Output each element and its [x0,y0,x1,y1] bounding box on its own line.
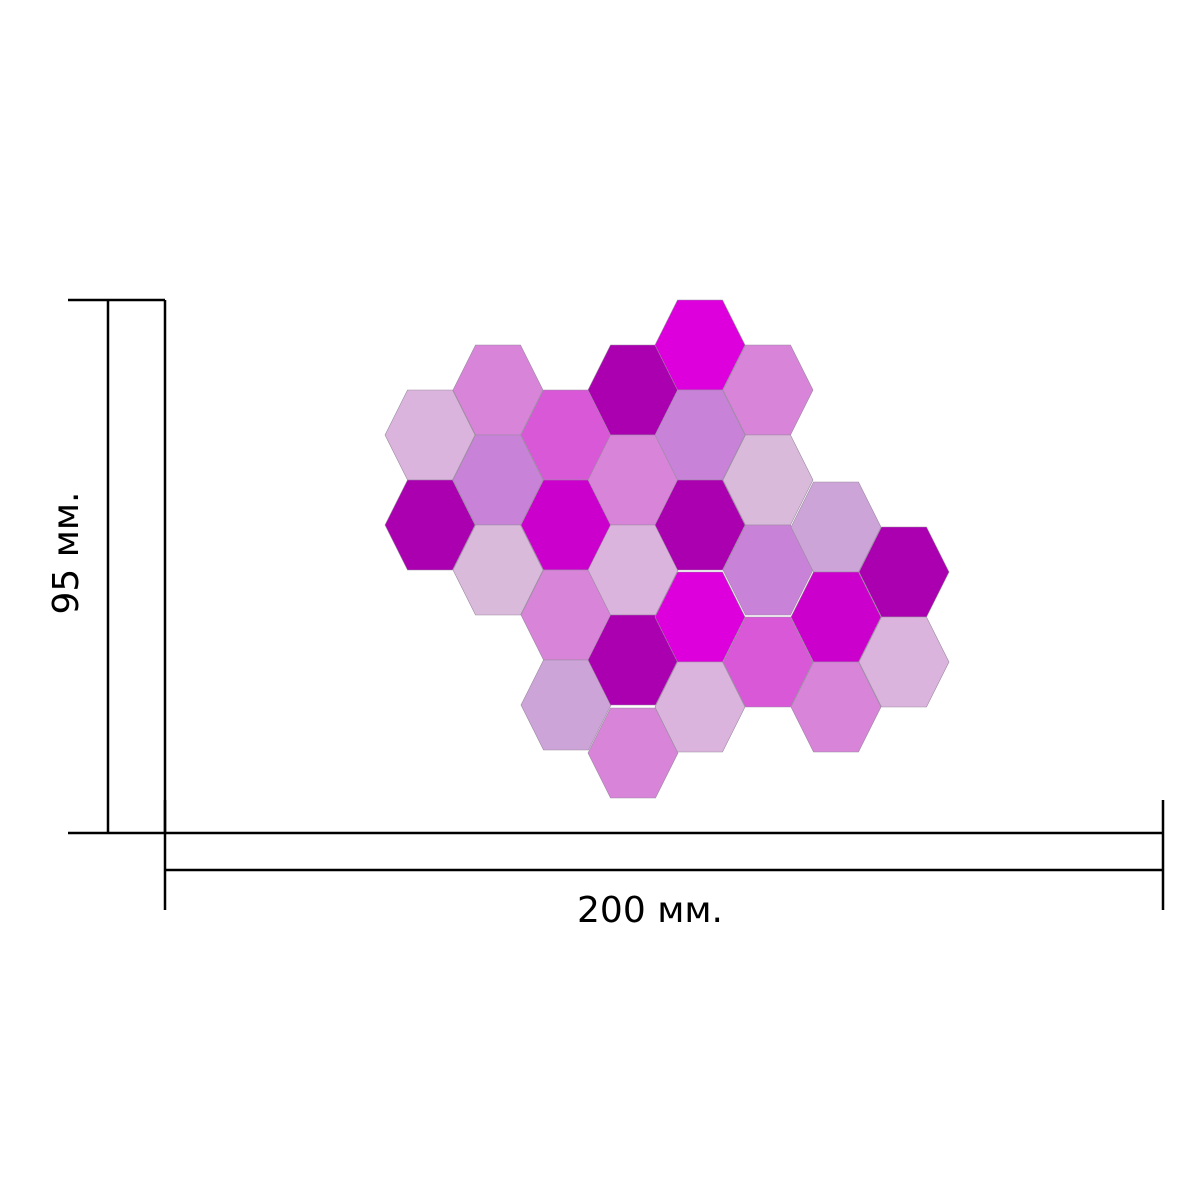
hexagon-tile [654,479,746,571]
width-label: 200 мм. [577,890,723,931]
height-dimension: 95 мм. [46,298,167,835]
hexagon-tile [654,661,746,753]
hexagon-tile [790,661,882,753]
height-label: 95 мм. [46,491,87,614]
hexagon-tile [587,707,679,799]
hexagon-tile [384,479,476,571]
hexagon-tile [452,524,544,616]
hexagon-tile [722,616,814,708]
width-dimension: 200 мм. [163,800,1165,931]
hexagon-panel [384,299,950,799]
hexagon-tile [858,616,950,708]
